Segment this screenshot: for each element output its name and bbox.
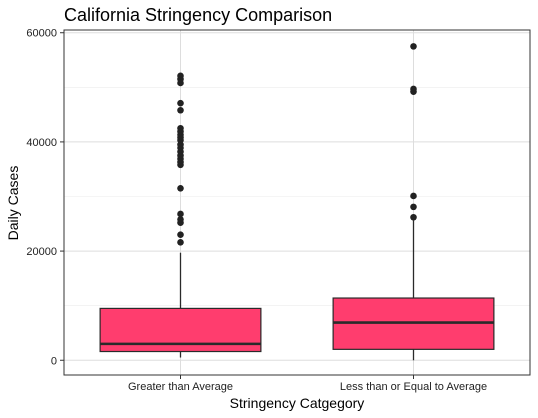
y-tick-label: 60000 bbox=[26, 28, 57, 40]
outlier-point bbox=[410, 203, 417, 211]
outlier-point bbox=[410, 85, 417, 93]
x-axis-title: Stringency Catgegory bbox=[230, 395, 365, 411]
chart-title: California Stringency Comparison bbox=[64, 5, 332, 25]
outlier-point bbox=[177, 239, 184, 246]
box-group bbox=[99, 72, 262, 358]
outlier-point bbox=[410, 213, 417, 221]
y-tick-label: 40000 bbox=[26, 137, 57, 149]
outlier-point bbox=[177, 216, 184, 223]
y-axis: 0 20000 40000 60000 bbox=[26, 28, 64, 367]
x-axis: Greater than Average Less than or Equal t… bbox=[128, 375, 487, 393]
x-tick-label: Greater than Average bbox=[128, 381, 233, 393]
outlier-point bbox=[177, 231, 184, 239]
outlier-point bbox=[410, 43, 417, 50]
panel-border bbox=[63, 29, 531, 376]
y-axis-title: Daily Cases bbox=[5, 166, 21, 241]
x-tick-label: Less than or Equal to Average bbox=[340, 381, 487, 393]
boxes bbox=[99, 43, 495, 361]
outlier-point bbox=[410, 192, 417, 200]
outlier-point bbox=[177, 106, 184, 114]
y-tick-label: 20000 bbox=[26, 246, 57, 258]
outlier-point bbox=[177, 124, 184, 132]
outlier-point bbox=[177, 72, 184, 80]
outlier-point bbox=[177, 185, 184, 192]
outlier-point bbox=[177, 210, 184, 218]
box-group bbox=[332, 43, 495, 361]
y-tick-label: 0 bbox=[51, 355, 57, 367]
gridlines bbox=[64, 30, 530, 375]
outlier-point bbox=[177, 99, 184, 107]
